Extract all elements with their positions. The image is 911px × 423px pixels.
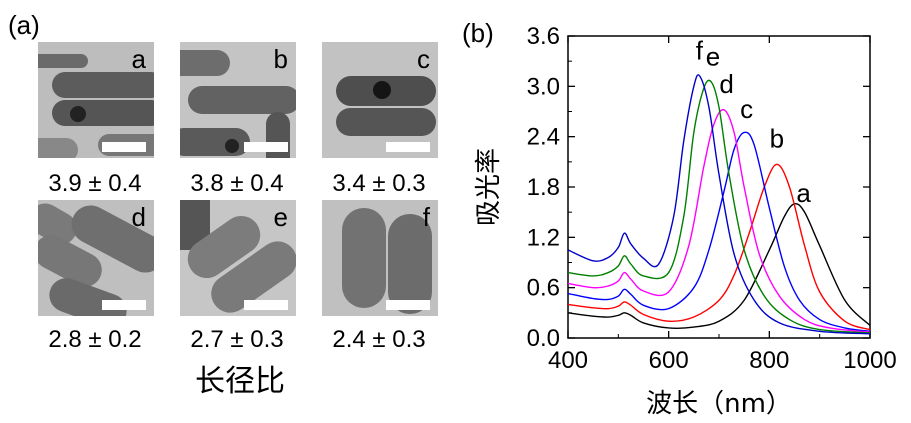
aspect-ratio-f: 2.4 ± 0.3 bbox=[332, 326, 426, 353]
scale-bar bbox=[386, 142, 430, 152]
tem-letter-e: e bbox=[273, 202, 288, 232]
tem-letter-a: a bbox=[131, 44, 146, 74]
aspect-ratio-axis-label: 长径比 bbox=[195, 364, 285, 399]
nanorod-micrograph-c bbox=[322, 42, 438, 158]
nanorod-micrograph-b bbox=[180, 42, 296, 158]
y-tick-label: 3.0 bbox=[527, 73, 560, 100]
tem-image-c: c bbox=[322, 42, 438, 158]
x-tick-label: 400 bbox=[548, 347, 588, 374]
tem-letter-f: f bbox=[422, 202, 430, 232]
panel-b-label: (b) bbox=[462, 18, 494, 48]
tem-letter-b: b bbox=[273, 44, 288, 74]
y-tick-label: 2.4 bbox=[527, 124, 560, 151]
series-line-e bbox=[567, 79, 871, 334]
series-line-f bbox=[567, 74, 871, 335]
tem-letter-d: d bbox=[131, 202, 146, 232]
x-axis-label: 波长（nm） bbox=[646, 389, 792, 419]
nanorod-micrograph-e bbox=[180, 200, 296, 316]
nanorod-micrograph-d bbox=[38, 200, 154, 316]
aspect-ratio-d: 2.8 ± 0.2 bbox=[48, 326, 142, 353]
scale-bar bbox=[102, 142, 146, 152]
nanorod-micrograph-a bbox=[38, 42, 154, 158]
y-axis-label: 吸光率 bbox=[474, 148, 504, 226]
nanorod-micrograph-f bbox=[322, 200, 438, 316]
curve-label-a: a bbox=[796, 178, 811, 208]
curve-label-d: d bbox=[719, 69, 733, 99]
tem-image-e: e bbox=[180, 200, 296, 316]
series-line-a bbox=[567, 202, 871, 329]
y-tick-label: 0.6 bbox=[527, 275, 560, 302]
x-tick-label: 800 bbox=[749, 347, 789, 374]
scale-bar bbox=[102, 300, 146, 310]
scale-bar bbox=[386, 300, 430, 310]
y-tick-label: 3.6 bbox=[527, 23, 560, 50]
curve-label-f: f bbox=[696, 35, 704, 65]
tem-image-d: d bbox=[38, 200, 154, 316]
aspect-ratio-a: 3.9 ± 0.4 bbox=[48, 170, 142, 197]
tem-image-b: b bbox=[180, 42, 296, 158]
tem-image-f: f bbox=[322, 200, 438, 316]
series-line-d bbox=[567, 108, 871, 333]
curve-label-c: c bbox=[740, 94, 753, 124]
y-tick-label: 1.8 bbox=[527, 174, 560, 201]
curve-label-e: e bbox=[706, 41, 720, 71]
scale-bar bbox=[244, 300, 288, 310]
scale-bar bbox=[244, 142, 288, 152]
series-line-c bbox=[567, 131, 871, 332]
x-tick-label: 600 bbox=[649, 347, 689, 374]
aspect-ratio-b: 3.8 ± 0.4 bbox=[190, 170, 284, 197]
curve-label-b: b bbox=[770, 124, 784, 154]
panel-a-label: (a) bbox=[8, 10, 40, 40]
y-tick-label: 0.0 bbox=[527, 325, 560, 352]
tem-letter-c: c bbox=[417, 44, 430, 74]
series-line-b bbox=[567, 163, 871, 331]
aspect-ratio-c: 3.4 ± 0.3 bbox=[332, 170, 426, 197]
tem-image-a: a bbox=[38, 42, 154, 158]
x-tick-label: 1000 bbox=[843, 347, 896, 374]
y-tick-label: 1.2 bbox=[527, 224, 560, 251]
aspect-ratio-e: 2.7 ± 0.3 bbox=[190, 326, 284, 353]
